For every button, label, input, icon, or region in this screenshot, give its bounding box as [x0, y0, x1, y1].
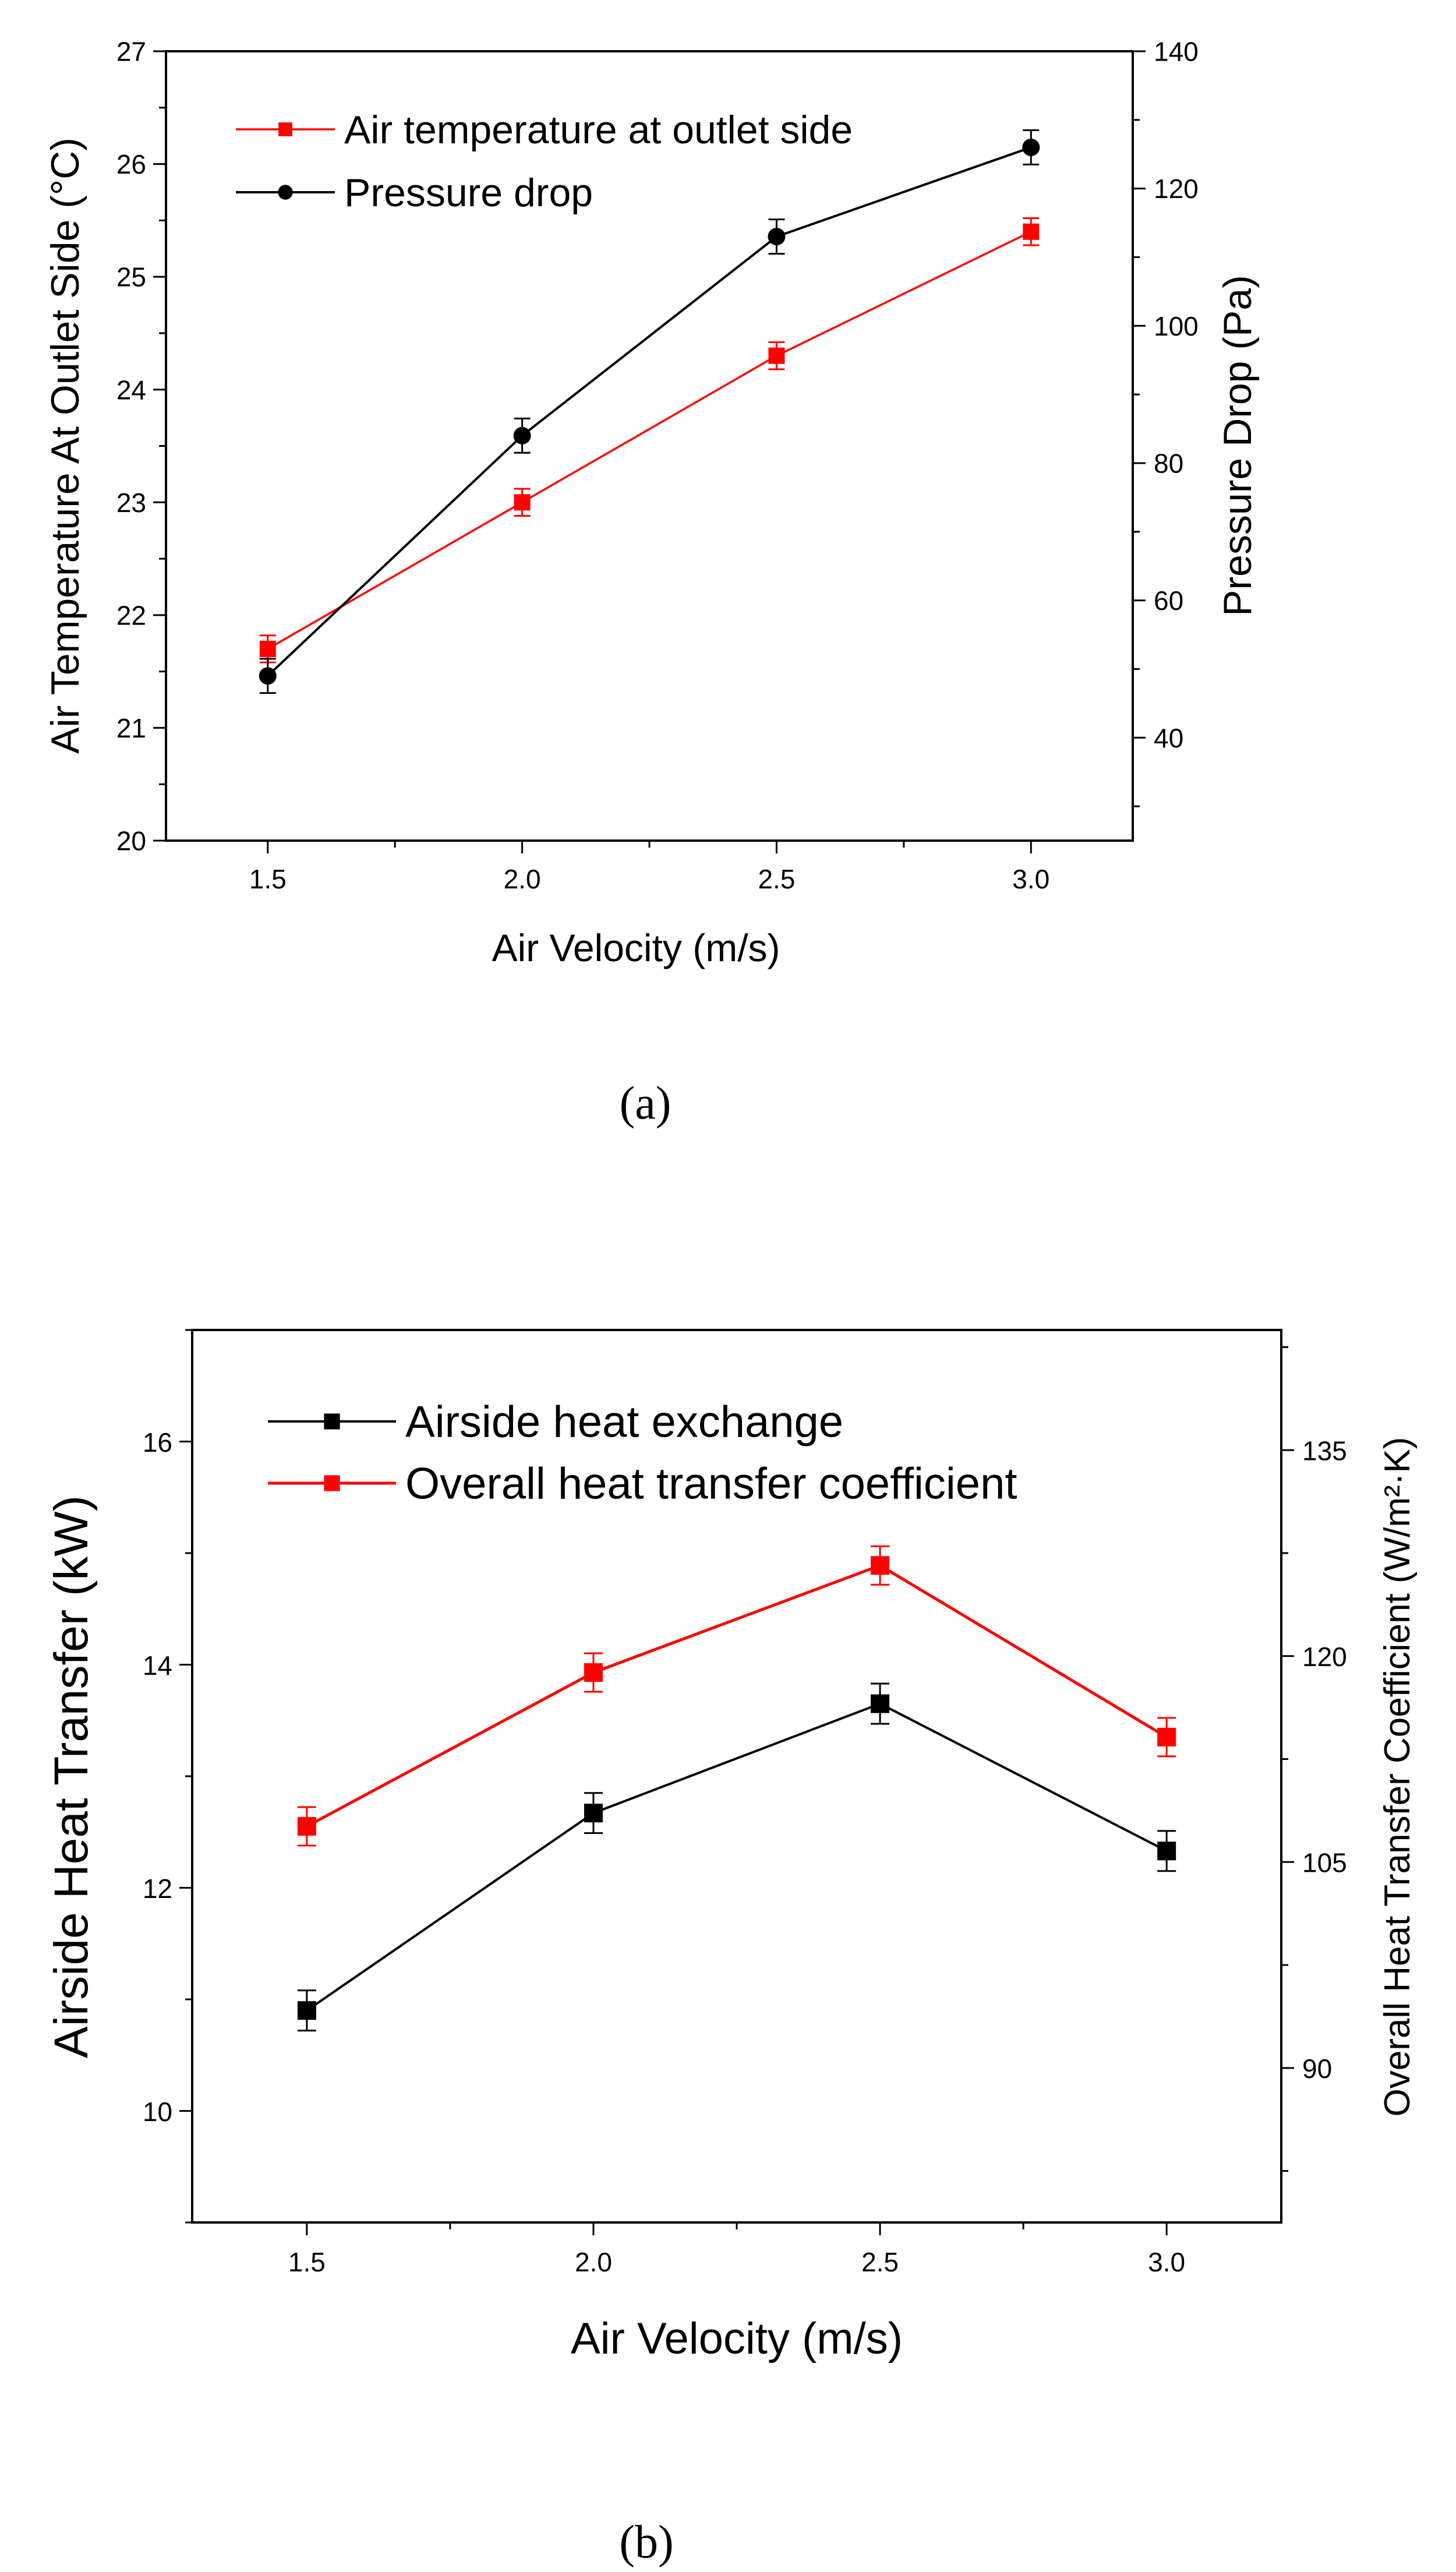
data-point: [584, 1663, 603, 1682]
left-y-tick-label: 24: [116, 375, 146, 405]
left-y-tick-label: 22: [116, 600, 146, 630]
left-y-tick-label: 25: [116, 262, 146, 292]
right-y-axis-title: Pressure Drop (Pa): [1215, 275, 1260, 616]
legend: Airside heat exchange Overall heat transf…: [268, 1398, 1017, 1509]
data-point: [259, 667, 277, 685]
series-layer: [297, 1545, 1176, 2032]
left-y-tick-label: 20: [116, 826, 146, 856]
left-y-tick-label: 12: [143, 1874, 172, 1904]
data-point: [259, 640, 276, 657]
right-y-tick-label: 135: [1302, 1436, 1347, 1466]
x-tick-label: 2.0: [575, 2247, 612, 2277]
legend-marker: [278, 185, 293, 200]
series-layer: [259, 129, 1040, 694]
left-y-tick-label: 10: [143, 2097, 172, 2127]
panel-caption: (b): [619, 2517, 673, 2568]
data-point: [513, 426, 531, 444]
right-y-tick-label: 60: [1154, 585, 1183, 616]
series-line-1: [267, 146, 1031, 677]
data-point: [1022, 138, 1040, 156]
legend-label: Pressure drop: [344, 171, 593, 215]
panel-caption: (a): [620, 1078, 672, 1129]
left-y-tick-label: 16: [143, 1427, 172, 1458]
left-y-axis-ticks: 10 12 14 16: [143, 1329, 192, 2224]
left-y-axis-title: Airside Heat Transfer (kW): [45, 1495, 98, 2058]
left-y-tick-label: 26: [116, 149, 146, 179]
legend-marker: [324, 1475, 340, 1491]
x-tick-label: 1.5: [249, 864, 287, 894]
data-point: [871, 1556, 890, 1575]
x-tick-label: 2.0: [504, 864, 541, 894]
x-axis-ticks: 1.5 2.0 2.5 3.0: [249, 841, 1049, 894]
data-point: [584, 1804, 603, 1823]
legend-label: Overall heat transfer coefficient: [405, 1459, 1017, 1509]
data-point: [1157, 1841, 1176, 1861]
data-point: [871, 1694, 890, 1713]
data-point: [1157, 1727, 1176, 1747]
right-y-tick-label: 140: [1154, 37, 1199, 67]
right-y-axis-title: Overall Heat Transfer Coefficient (W/m²·…: [1377, 1437, 1418, 2117]
panel-a: 1.5 2.0 2.5 3.0 20 21 22 23 24 25 26 27 40 60 80 100 1…: [43, 37, 1260, 1129]
legend-marker: [324, 1413, 340, 1430]
data-point: [768, 347, 785, 364]
x-axis-ticks: 1.5 2.0 2.5 3.0: [288, 2222, 1185, 2277]
left-y-tick-label: 27: [116, 37, 146, 67]
legend-label: Air temperature at outlet side: [344, 108, 853, 152]
plot-frame: [165, 50, 1134, 842]
x-tick-label: 2.5: [861, 2247, 899, 2277]
right-y-tick-label: 40: [1154, 723, 1183, 753]
right-y-tick-label: 120: [1302, 1642, 1347, 1672]
legend-label: Airside heat exchange: [405, 1398, 843, 1447]
right-y-tick-label: 90: [1302, 2054, 1332, 2084]
x-tick-label: 3.0: [1012, 864, 1049, 894]
x-tick-label: 2.5: [758, 864, 795, 894]
left-y-axis-ticks: 20 21 22 23 24 25 26 27: [116, 37, 166, 856]
x-axis-title: Air Velocity (m/s): [571, 2314, 903, 2363]
x-tick-label: 3.0: [1148, 2247, 1185, 2277]
x-axis-title: Air Velocity (m/s): [492, 926, 780, 969]
series-line-0: [267, 231, 1032, 650]
left-y-axis-title: Air Temperature At Outlet Side (°C): [43, 137, 87, 754]
right-y-tick-label: 120: [1154, 174, 1199, 204]
panel-b: 1.5 2.0 2.5 3.0 10 12 14 16 90 105 120 135 Airsid…: [45, 1329, 1418, 2568]
right-y-axis-ticks: 90 105 120 135: [1281, 1346, 1347, 2172]
legend-marker: [278, 122, 292, 136]
right-y-axis-ticks: 40 60 80 100 120 140: [1133, 37, 1199, 807]
right-y-tick-label: 80: [1154, 449, 1183, 479]
data-point: [297, 1817, 316, 1836]
data-point: [514, 494, 531, 511]
x-tick-label: 1.5: [288, 2247, 326, 2277]
left-y-tick-label: 23: [116, 488, 146, 518]
data-point: [1023, 223, 1040, 240]
left-y-tick-label: 14: [143, 1650, 172, 1681]
left-y-tick-label: 21: [116, 713, 146, 743]
right-y-tick-label: 100: [1154, 311, 1199, 341]
legend: Air temperature at outlet side Pressure d…: [236, 108, 853, 215]
data-point: [297, 2001, 316, 2020]
data-point: [768, 228, 786, 246]
series-line-0: [306, 1702, 1168, 2012]
series-line-1: [306, 1564, 1168, 1828]
right-y-tick-label: 105: [1302, 1848, 1347, 1878]
